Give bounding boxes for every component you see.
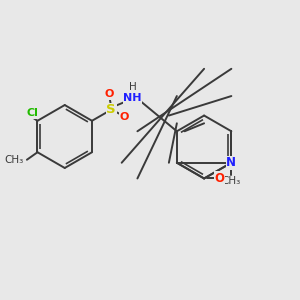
Text: O: O — [105, 89, 114, 99]
Text: Cl: Cl — [26, 108, 38, 118]
Text: CH₃: CH₃ — [5, 155, 24, 165]
Text: H: H — [129, 82, 137, 92]
Text: S: S — [106, 103, 116, 116]
Text: O: O — [120, 112, 129, 122]
Text: NH: NH — [123, 93, 142, 103]
Text: N: N — [226, 156, 236, 169]
Text: CH₃: CH₃ — [222, 176, 241, 186]
Text: O: O — [214, 172, 224, 185]
